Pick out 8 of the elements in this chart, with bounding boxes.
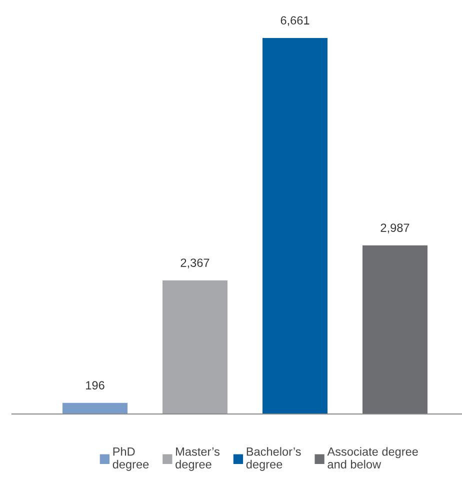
legend-label: Associate degree and below [327,447,418,469]
legend-label: Master’s degree [176,448,220,471]
data-label: 2,367 [180,258,210,268]
data-label: 196 [86,381,104,390]
legend-label: Bachelor’s degree [246,447,301,471]
legend-label: PhD degree [112,447,149,471]
data-label: 2,987 [380,224,410,234]
data-label: 6,661 [280,16,310,26]
